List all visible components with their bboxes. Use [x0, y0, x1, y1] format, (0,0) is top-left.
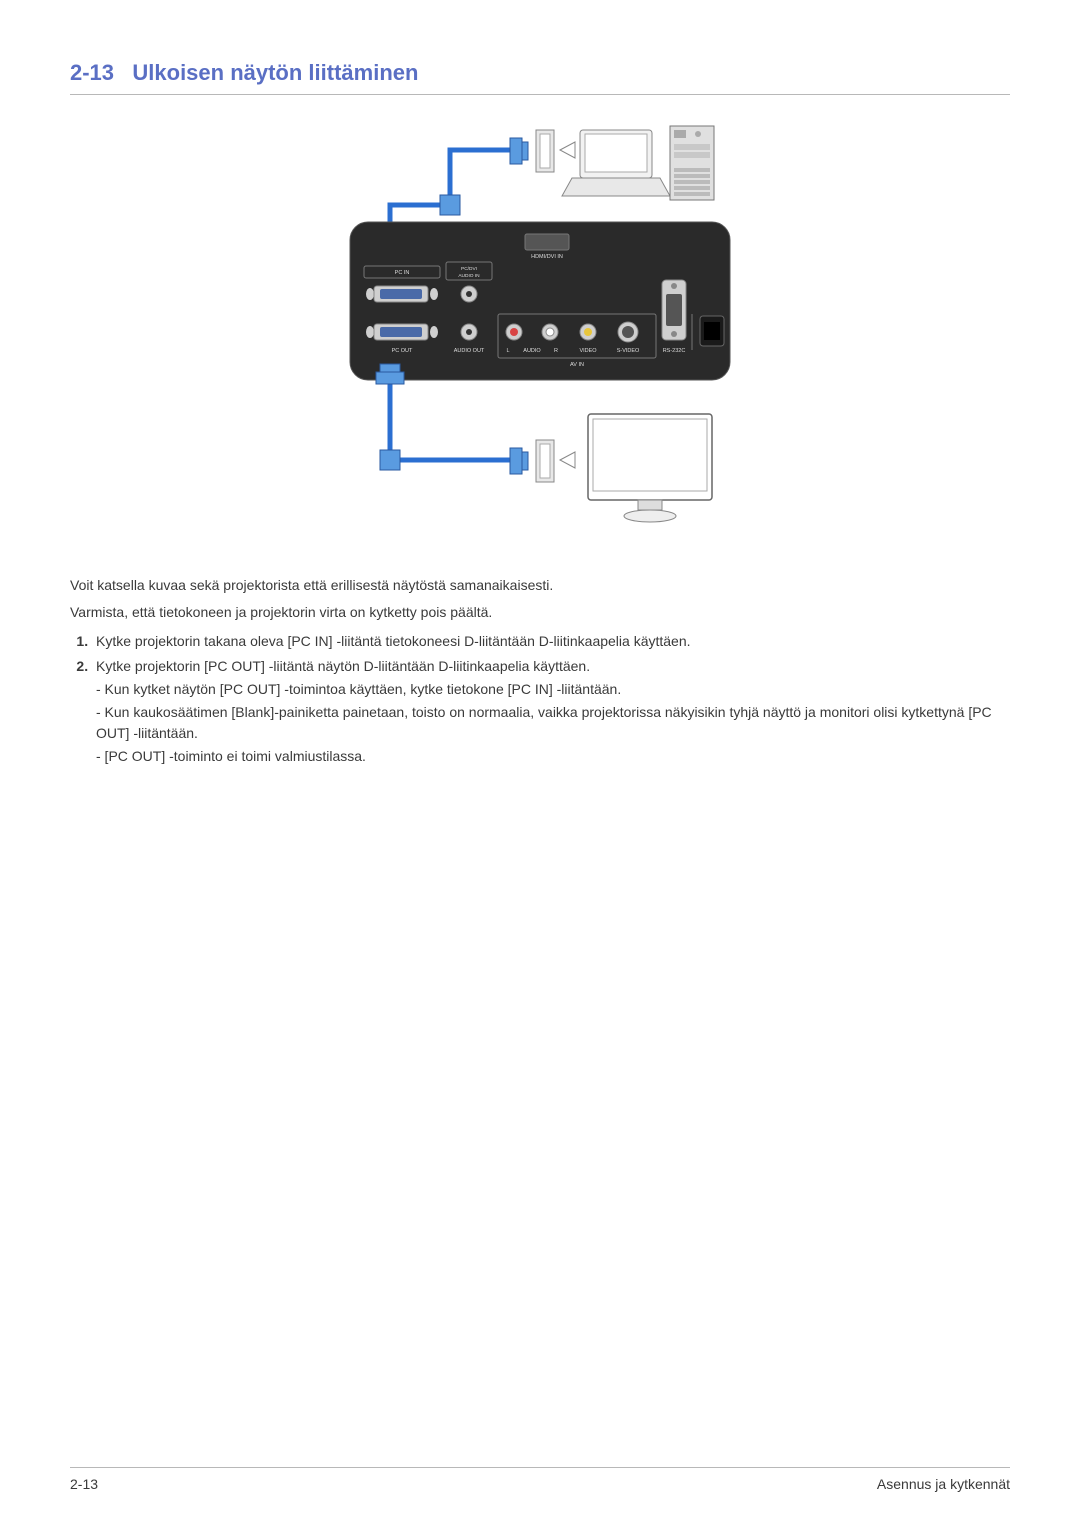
step-2-text: Kytke projektorin [PC OUT] -liitäntä näy… [96, 658, 590, 674]
label-l: L [506, 348, 509, 354]
label-pcout: PC OUT [392, 348, 413, 354]
step-2-sub-2: - Kun kaukosäätimen [Blank]-painiketta p… [96, 702, 1010, 744]
step-2-sub-1: - Kun kytket näytön [PC OUT] -toimintoa … [96, 679, 1010, 700]
steps-list: Kytke projektorin takana oleva [PC IN] -… [70, 631, 1010, 767]
label-hdmi: HDMI/DVI IN [531, 254, 563, 260]
section-number: 2-13 [70, 60, 114, 85]
label-pcdvi2: AUDIO IN [458, 273, 480, 279]
footer-right: Asennus ja kytkennät [877, 1476, 1010, 1492]
label-pcin: PC IN [395, 270, 410, 276]
step-1-text: Kytke projektorin takana oleva [PC IN] -… [96, 633, 691, 649]
label-audio: AUDIO [523, 348, 541, 354]
label-video: VIDEO [579, 348, 597, 354]
connection-diagram: HDMI/DVI IN PC IN PC/DVI AUDIO IN [70, 120, 1010, 545]
section-heading: 2-13 Ulkoisen näytön liittäminen [70, 60, 1010, 95]
label-r: R [554, 348, 558, 354]
step-1: Kytke projektorin takana oleva [PC IN] -… [92, 631, 1010, 652]
label-pcdvi1: PC/DVI [461, 266, 477, 272]
page-footer: 2-13 Asennus ja kytkennät [70, 1467, 1010, 1492]
intro-line-2: Varmista, että tietokoneen ja projektori… [70, 602, 1010, 623]
section-title: Ulkoisen näytön liittäminen [132, 60, 418, 85]
step-2-sub-3: - [PC OUT] -toiminto ei toimi valmiustil… [96, 746, 1010, 767]
footer-left: 2-13 [70, 1476, 98, 1492]
label-avin: AV IN [570, 362, 584, 368]
step-2: Kytke projektorin [PC OUT] -liitäntä näy… [92, 656, 1010, 767]
label-audioout: AUDIO OUT [454, 348, 485, 354]
label-svideo: S-VIDEO [617, 348, 640, 354]
intro-line-1: Voit katsella kuvaa sekä projektorista e… [70, 575, 1010, 596]
label-rs232c: RS-232C [663, 348, 686, 354]
